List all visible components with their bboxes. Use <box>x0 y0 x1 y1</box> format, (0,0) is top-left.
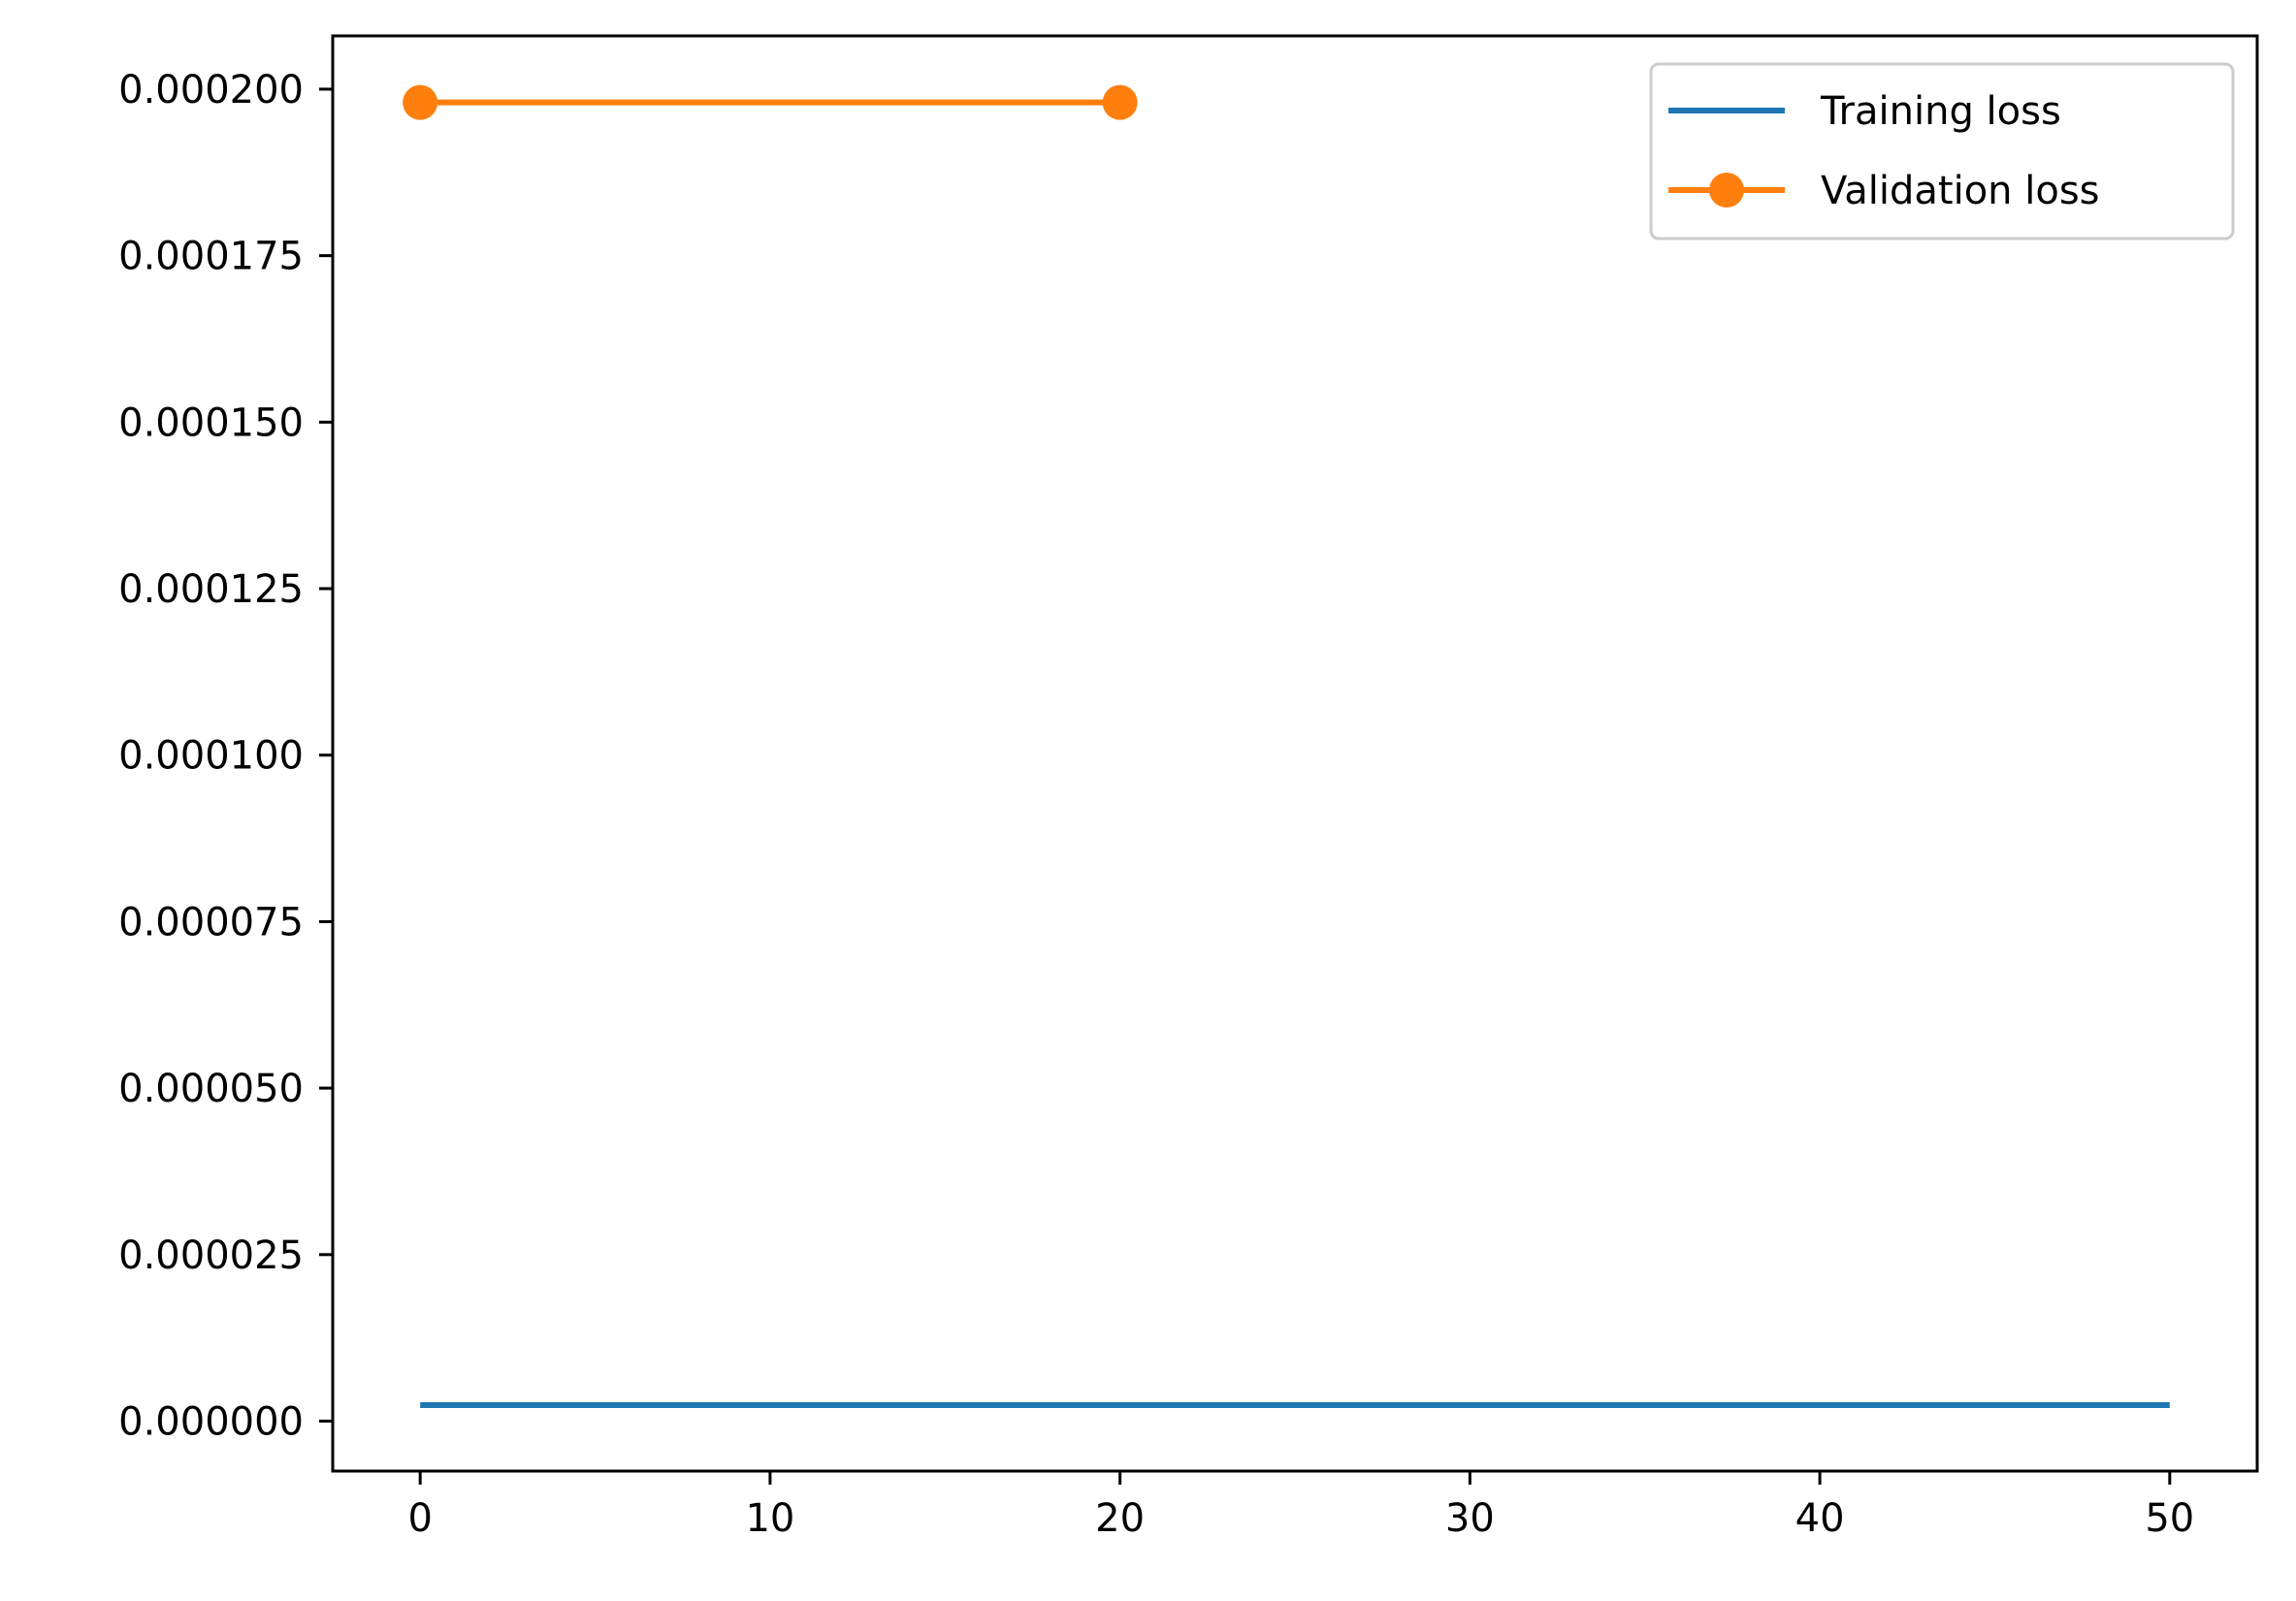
validation-loss-point <box>403 84 438 120</box>
x-tick-label: 30 <box>1445 1496 1495 1541</box>
validation-loss-point <box>1102 84 1138 120</box>
x-tick-label: 20 <box>1095 1496 1145 1541</box>
legend-box <box>1649 62 2235 240</box>
y-tick-label: 0.000200 <box>118 68 304 112</box>
legend: Training loss Validation loss <box>1649 62 2235 240</box>
x-tick-label: 0 <box>407 1496 432 1541</box>
series-layer <box>403 84 2170 1409</box>
y-tick-label: 0.000150 <box>118 400 304 445</box>
legend-label: Validation loss <box>1821 169 2100 213</box>
y-tick-label: 0.000075 <box>118 900 304 945</box>
x-tick-label: 40 <box>1795 1496 1845 1541</box>
y-tick-label: 0.000050 <box>118 1067 304 1111</box>
x-tick-label: 50 <box>2145 1496 2194 1541</box>
y-tick-label: 0.000175 <box>118 235 304 279</box>
y-tick-label: 0.000025 <box>118 1233 304 1278</box>
x-tick-label: 10 <box>745 1496 794 1541</box>
legend-marker <box>1709 173 1744 208</box>
y-tick-label: 0.000125 <box>118 567 304 612</box>
y-tick-label: 0.000000 <box>118 1399 304 1444</box>
plot-frame <box>331 34 2259 1473</box>
y-tick-label: 0.000100 <box>118 734 304 779</box>
x-axis: 0 10 20 30 40 50 <box>407 1471 2194 1541</box>
y-axis: 0.000000 0.000025 0.000050 0.000075 0.000100… <box>118 68 333 1444</box>
legend-label: Training loss <box>1820 89 2061 134</box>
